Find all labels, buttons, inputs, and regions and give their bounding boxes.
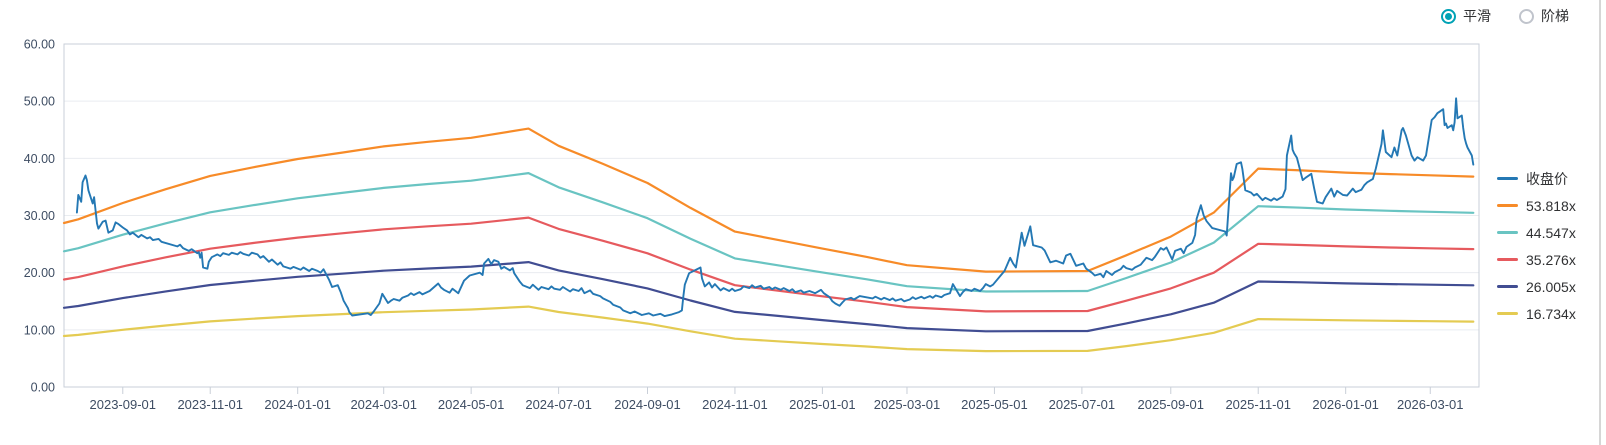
legend-item-35.276x[interactable]: 35.276x bbox=[1497, 246, 1576, 273]
x-axis-label: 2025-09-01 bbox=[1138, 397, 1205, 412]
x-axis-label: 2025-05-01 bbox=[961, 397, 1028, 412]
legend-label: 35.276x bbox=[1526, 251, 1576, 268]
radio-step[interactable]: 阶梯 bbox=[1519, 9, 1569, 24]
radio-smooth-icon[interactable] bbox=[1441, 9, 1456, 24]
y-axis-label: 30.00 bbox=[24, 209, 55, 223]
x-axis-label: 2025-07-01 bbox=[1049, 397, 1116, 412]
band-line-44.547x bbox=[62, 172, 1475, 293]
radio-smooth[interactable]: 平滑 bbox=[1441, 9, 1491, 24]
price-line bbox=[75, 97, 1475, 318]
legend-label: 收盘价 bbox=[1526, 170, 1568, 187]
legend-swatch-icon bbox=[1497, 204, 1518, 207]
x-axis-label: 2025-01-01 bbox=[789, 397, 856, 412]
band-line-16.734x bbox=[62, 305, 1475, 353]
legend-label: 26.005x bbox=[1526, 278, 1576, 295]
legend-item-收盘价[interactable]: 收盘价 bbox=[1497, 165, 1576, 192]
x-axis-label: 2025-03-01 bbox=[874, 397, 941, 412]
legend-item-44.547x[interactable]: 44.547x bbox=[1497, 219, 1576, 246]
x-axis-label: 2024-07-01 bbox=[525, 397, 592, 412]
grid-and-axes: 60.00 50.00 40.00 30.00 20.00 10.00 0.00 bbox=[24, 38, 1479, 395]
legend-label: 53.818x bbox=[1526, 197, 1576, 214]
legend-item-26.005x[interactable]: 26.005x bbox=[1497, 273, 1576, 300]
y-axis-label: 20.00 bbox=[24, 266, 55, 280]
x-axis-label: 2025-11-01 bbox=[1225, 397, 1291, 412]
radio-step-icon[interactable] bbox=[1519, 9, 1534, 24]
x-axis-label: 2026-03-01 bbox=[1397, 397, 1464, 412]
legend: 收盘价 53.818x 44.547x 35.276x 26.005x 16.734x bbox=[1497, 165, 1576, 327]
band-line-53.818x bbox=[62, 127, 1475, 273]
y-axis-label: 10.00 bbox=[24, 323, 55, 337]
x-axis-label: 2024-01-01 bbox=[264, 397, 331, 412]
band-line-26.005x bbox=[62, 261, 1475, 333]
x-axis-label: 2024-11-01 bbox=[702, 397, 768, 412]
legend-swatch-icon bbox=[1497, 285, 1518, 288]
x-axis-label: 2023-11-01 bbox=[177, 397, 243, 412]
legend-label: 44.547x bbox=[1526, 224, 1576, 241]
x-axis-label: 2024-05-01 bbox=[438, 397, 505, 412]
radio-smooth-label: 平滑 bbox=[1463, 8, 1491, 24]
x-axis-label: 2024-03-01 bbox=[350, 397, 417, 412]
radio-step-label: 阶梯 bbox=[1541, 8, 1569, 24]
x-axis-label: 2024-09-01 bbox=[614, 397, 681, 412]
x-axis-label: 2023-09-01 bbox=[90, 397, 157, 412]
legend-label: 16.734x bbox=[1526, 305, 1576, 322]
x-axis-label: 2026-01-01 bbox=[1312, 397, 1379, 412]
y-axis-label: 60.00 bbox=[24, 38, 55, 52]
y-axis-label: 50.00 bbox=[24, 95, 55, 109]
y-axis-label: 40.00 bbox=[24, 152, 55, 166]
legend-swatch-icon bbox=[1497, 177, 1518, 180]
panel-divider bbox=[1599, 0, 1601, 445]
line-mode-radio-group: 平滑 阶梯 bbox=[1441, 9, 1569, 24]
legend-item-53.818x[interactable]: 53.818x bbox=[1497, 192, 1576, 219]
legend-swatch-icon bbox=[1497, 258, 1518, 261]
y-axis-label: 0.00 bbox=[31, 381, 55, 395]
band-line-35.276x bbox=[62, 216, 1475, 313]
plot-border bbox=[63, 43, 1480, 388]
legend-swatch-icon bbox=[1497, 231, 1518, 234]
legend-item-16.734x[interactable]: 16.734x bbox=[1497, 300, 1576, 327]
legend-swatch-icon bbox=[1497, 312, 1518, 315]
